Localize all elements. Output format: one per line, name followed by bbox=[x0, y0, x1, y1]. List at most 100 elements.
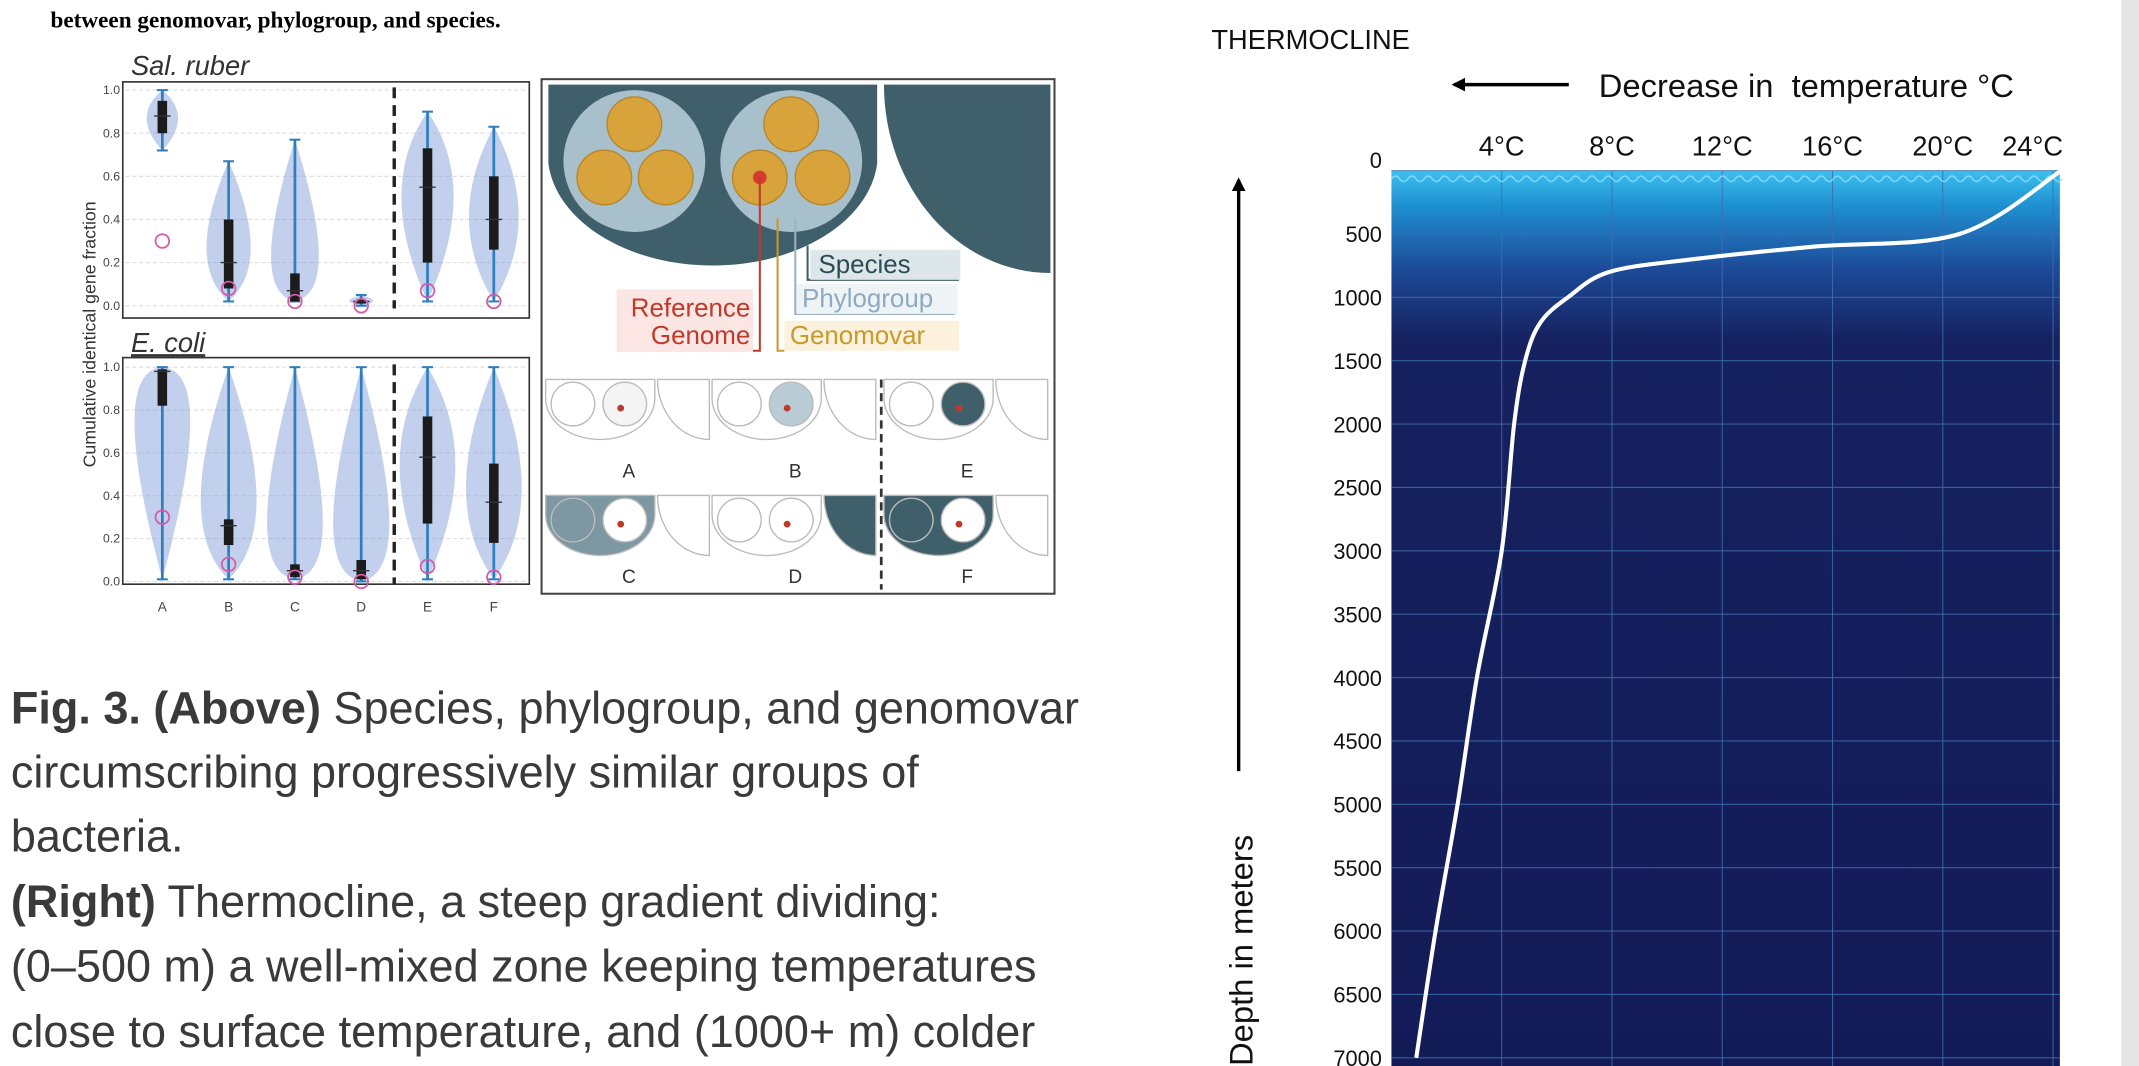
cell-dot bbox=[956, 521, 963, 528]
y-tick-label: 2000 bbox=[1333, 412, 1382, 437]
box bbox=[489, 464, 499, 543]
panel-frame bbox=[123, 82, 530, 318]
cell-dot bbox=[784, 405, 791, 412]
genomovar-circle bbox=[577, 150, 632, 205]
box bbox=[423, 416, 433, 523]
box bbox=[158, 369, 168, 405]
cell-circle bbox=[769, 382, 813, 426]
caption: Fig. 3. (Above) Species, phylogroup, and… bbox=[11, 682, 1079, 1056]
y-tick-label: 500 bbox=[1345, 222, 1381, 247]
panel-title: E. coli bbox=[131, 327, 206, 358]
reference-label: Reference bbox=[631, 295, 750, 323]
y-tick-label: 5000 bbox=[1333, 793, 1382, 818]
y-axis-label: Cumulative identical gene fraction bbox=[79, 201, 99, 467]
y-tick-label: 1000 bbox=[1333, 286, 1382, 311]
x-tick-label: B bbox=[224, 599, 233, 614]
y-tick-label: 1.0 bbox=[103, 360, 120, 374]
y-tick-label: 2500 bbox=[1333, 476, 1382, 501]
cell-dot bbox=[617, 405, 624, 412]
caption-bold: Fig. 3. (Above) bbox=[11, 682, 321, 733]
y-tick-label: 0.8 bbox=[103, 403, 120, 417]
y-tick-label: 3500 bbox=[1333, 602, 1382, 627]
y-axis-label: Depth in meters bbox=[1222, 835, 1259, 1066]
x-tick-label: 8°C bbox=[1589, 131, 1635, 162]
cell-label: D bbox=[788, 567, 802, 588]
figure-header: between genomovar, phylogroup, and speci… bbox=[50, 7, 500, 33]
cell-label: E bbox=[961, 462, 974, 483]
y-tick-label: 0.0 bbox=[103, 299, 120, 313]
caption-bold: (Right) bbox=[11, 876, 156, 927]
panel-title: Sal. ruber bbox=[131, 50, 250, 81]
cell-circle bbox=[603, 382, 647, 426]
caption-line: circumscribing progressively similar gro… bbox=[11, 747, 919, 798]
y-tick-label: 0.4 bbox=[103, 213, 120, 227]
box bbox=[423, 148, 433, 262]
x-tick-label: 12°C bbox=[1692, 131, 1753, 162]
page: {"header": "between genomovar, phylogrou… bbox=[0, 0, 2139, 1066]
y-tick-label: 0.2 bbox=[103, 256, 120, 270]
cell-label: C bbox=[622, 567, 636, 588]
caption-text: circumscribing progressively similar gro… bbox=[11, 747, 919, 798]
box bbox=[158, 101, 168, 133]
cell-dot bbox=[784, 521, 791, 528]
y-tick-label: 0.6 bbox=[103, 169, 120, 183]
x-axis-label: Decrease in temperature °C bbox=[1599, 67, 2014, 104]
caption-line: close to surface temperature, and (1000+… bbox=[11, 1006, 1035, 1057]
caption-line: bacteria. bbox=[11, 811, 184, 862]
plot-area bbox=[1391, 171, 2059, 1066]
genomovar-label: Genomovar bbox=[790, 322, 926, 350]
phylogroup-label: Phylogroup bbox=[802, 285, 933, 313]
cell-label: F bbox=[961, 567, 973, 588]
schematic: Species Phylogroup Reference Genome Geno… bbox=[542, 79, 1055, 594]
scrollbar bbox=[2121, 0, 2139, 1066]
genomovar-circle bbox=[638, 150, 693, 205]
y-tick-label: 5500 bbox=[1333, 856, 1382, 881]
slide: between genomovar, phylogroup, and speci… bbox=[0, 0, 2139, 1066]
cell-dot bbox=[617, 521, 624, 528]
x-tick-label: C bbox=[290, 599, 300, 614]
x-tick-label: 4°C bbox=[1479, 131, 1525, 162]
x-tick-label: F bbox=[490, 599, 498, 614]
cell-circle bbox=[603, 498, 647, 542]
cell-label: A bbox=[623, 462, 636, 483]
genomovar-circle bbox=[607, 97, 662, 152]
y-tick-label: 0.8 bbox=[103, 126, 120, 140]
reference-label: Genome bbox=[651, 322, 750, 350]
x-tick-label: 24°C bbox=[2002, 131, 2063, 162]
y-tick-label: 0.6 bbox=[103, 446, 120, 460]
x-tick-label: 16°C bbox=[1802, 131, 1863, 162]
x-tick-label: E bbox=[423, 599, 432, 614]
species-label: Species bbox=[818, 251, 910, 279]
y-tick-label: 4500 bbox=[1333, 729, 1382, 754]
caption-line: Fig. 3. (Above) Species, phylogroup, and… bbox=[11, 682, 1079, 733]
cell-circle bbox=[941, 498, 985, 542]
x-tick-label: A bbox=[158, 599, 168, 614]
y-tick-label: 4000 bbox=[1333, 666, 1382, 691]
box bbox=[489, 176, 499, 249]
y-tick-label: 0.2 bbox=[103, 532, 120, 546]
caption-text: bacteria. bbox=[11, 811, 184, 862]
y-tick-label: 1.0 bbox=[103, 83, 120, 97]
cell-circle bbox=[769, 498, 813, 542]
x-tick-label: 20°C bbox=[1912, 131, 1973, 162]
y-tick-label: 0.0 bbox=[103, 575, 120, 589]
box bbox=[224, 519, 234, 545]
cell-dot bbox=[956, 405, 963, 412]
genomovar-circle bbox=[764, 97, 819, 152]
caption-text: Species, phylogroup, and genomovar bbox=[321, 682, 1079, 733]
box bbox=[290, 273, 300, 301]
y-tick-label: 0 bbox=[1370, 148, 1382, 173]
x-tick-label: D bbox=[356, 599, 366, 614]
y-tick-label: 0.4 bbox=[103, 489, 120, 503]
cell-circle bbox=[941, 382, 985, 426]
cell-label: B bbox=[789, 462, 802, 483]
y-tick-label: 6500 bbox=[1333, 983, 1382, 1008]
genomovar-circle bbox=[795, 150, 850, 205]
y-tick-label: 6000 bbox=[1333, 919, 1382, 944]
y-tick-label: 1500 bbox=[1333, 349, 1382, 374]
caption-line: (Right) Thermocline, a steep gradient di… bbox=[11, 876, 941, 927]
chart-title: THERMOCLINE bbox=[1211, 24, 1410, 55]
caption-line: (0–500 m) a well-mixed zone keeping temp… bbox=[11, 940, 1037, 991]
y-tick-label: 7000 bbox=[1333, 1046, 1382, 1066]
caption-text: close to surface temperature, and (1000+… bbox=[11, 1006, 1035, 1057]
